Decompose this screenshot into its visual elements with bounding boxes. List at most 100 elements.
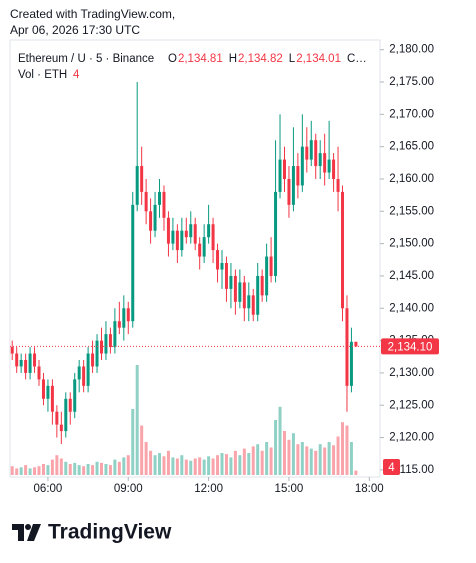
y-tick-label: 2,125.00 (389, 399, 434, 411)
volume-bar (122, 457, 126, 475)
volume-bar (149, 450, 153, 475)
volume-bar (64, 461, 68, 475)
volume-bar (180, 455, 184, 475)
candle-body (198, 243, 202, 257)
volume-bar (216, 455, 220, 475)
candle-body (274, 191, 278, 276)
volume-bar (82, 466, 86, 475)
volume-bar (77, 465, 81, 475)
candle-body (256, 275, 260, 315)
volume-bar (140, 425, 144, 475)
candle-body (149, 211, 153, 231)
volume-bar (73, 462, 77, 475)
x-tick-label: 09:00 (114, 483, 143, 495)
y-tick-label: 2,115.00 (390, 464, 434, 476)
timestamp: Apr 06, 2026 17:30 UTC (10, 23, 140, 37)
ohlc-key: L (289, 53, 296, 65)
x-tick-label: 15:00 (275, 483, 304, 495)
y-tick-label: 2,160.00 (389, 173, 434, 185)
candle-body (73, 379, 77, 412)
volume-bar (59, 458, 63, 475)
candle-body (211, 224, 215, 251)
volume-bar (131, 409, 135, 475)
candle-body (220, 263, 224, 270)
candle-body (55, 411, 59, 425)
ohlc-key: C… (347, 53, 367, 65)
volume-bar (220, 453, 224, 475)
volume-bar (287, 439, 291, 475)
candle-body (15, 353, 19, 367)
candle-body (33, 353, 37, 367)
candle-body (37, 366, 41, 380)
candle-body (189, 224, 193, 238)
volume-bar (41, 464, 45, 475)
ohlc-key: H (229, 53, 237, 65)
candle-body (238, 282, 242, 302)
volume-box (383, 459, 400, 475)
volume-bar (260, 450, 264, 475)
candle-body (158, 191, 162, 205)
candle-body (278, 159, 282, 192)
candle-body (162, 191, 166, 218)
candle-body (131, 204, 135, 322)
candle-body (305, 146, 309, 160)
volume-label: 4 (388, 462, 395, 474)
volume-bar (349, 442, 353, 475)
candle-body (59, 424, 63, 432)
volume-bar (189, 460, 193, 475)
volume-bar (345, 425, 349, 475)
candle-body (207, 224, 211, 238)
candle-body (233, 275, 237, 302)
ohlc-value: 2,134.01 (296, 53, 341, 65)
volume-bar (341, 422, 345, 475)
candle-body (175, 230, 179, 251)
candle-body (260, 275, 264, 296)
candle-body (77, 366, 81, 380)
candle-body (291, 166, 295, 205)
candle-body (341, 191, 345, 309)
volume-bar (198, 457, 202, 475)
volume-bar (158, 453, 162, 475)
volume-bar (211, 458, 215, 475)
candle-body (251, 295, 255, 315)
last-price-label: 2,134.10 (388, 341, 433, 353)
volume-bar (332, 445, 336, 475)
y-tick-label: 2,145.00 (389, 270, 434, 282)
candle-body (216, 250, 220, 270)
x-tick-label: 18:00 (355, 483, 384, 495)
candle-body (68, 398, 72, 412)
candle-body (202, 237, 206, 257)
candle-body (242, 282, 246, 309)
plot (10, 82, 380, 475)
volume-bar (10, 466, 14, 475)
x-tick-label: 12:00 (194, 483, 223, 495)
candle-body (323, 153, 327, 173)
volume-bar (300, 442, 304, 475)
volume-bar (318, 444, 322, 475)
volume-bar (323, 447, 327, 475)
volume-bar (238, 455, 242, 475)
candle-body (354, 341, 358, 347)
volume-bar (327, 442, 331, 475)
last-price-box (381, 338, 439, 355)
volume-bar (224, 454, 228, 475)
candle-body (229, 275, 233, 289)
volume-bar (15, 468, 19, 475)
candle-body (336, 178, 340, 192)
candle-body (153, 204, 157, 231)
volume-bar (305, 446, 309, 475)
volume-bar (202, 459, 206, 475)
y-tick-label: 2,150.00 (389, 238, 434, 250)
volume-bar (19, 467, 23, 475)
y-tick-label: 2,140.00 (389, 302, 434, 314)
volume-bar (354, 470, 358, 475)
candle-body (349, 341, 353, 386)
volume-bar (117, 461, 121, 475)
candle-body (180, 230, 184, 251)
logo-dot (25, 524, 31, 530)
candle-body (28, 353, 32, 373)
volume-bar (207, 456, 211, 475)
volume-bar (104, 464, 108, 475)
candle-body (184, 230, 188, 238)
